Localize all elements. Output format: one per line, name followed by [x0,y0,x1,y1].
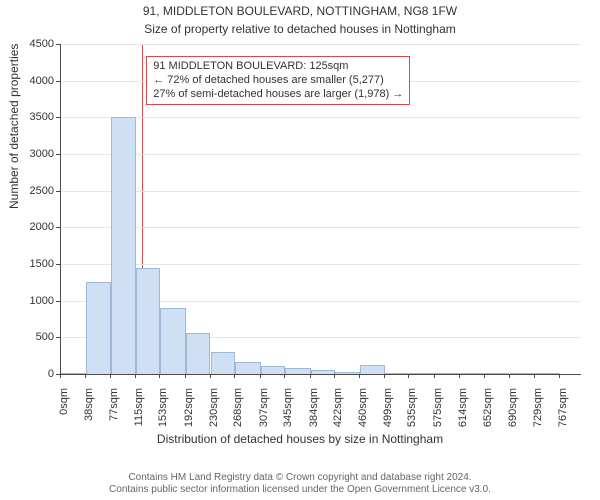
histogram-bar [335,372,360,374]
x-tick-label: 153sqm [157,388,169,427]
histogram-bar [510,373,535,374]
x-tick-mark [60,374,61,378]
chart-title-line2: Size of property relative to detached ho… [0,22,600,36]
histogram-bar [136,268,161,374]
info-box-line2: ← 72% of detached houses are smaller (5,… [153,74,403,88]
plot-area: 91 MIDDLETON BOULEVARD: 125sqm ← 72% of … [60,44,581,375]
y-tick-mark [56,337,60,338]
x-tick-mark [310,374,311,378]
gridline [61,264,581,265]
y-tick-mark [56,301,60,302]
histogram-bar [86,282,111,374]
histogram-bar [261,366,286,374]
y-tick-label: 1000 [4,295,54,307]
histogram-bar [285,368,310,374]
x-tick-label: 614sqm [457,388,469,427]
x-tick-mark [408,374,409,378]
info-box-line3: 27% of semi-detached houses are larger (… [153,88,403,102]
gridline [61,191,581,192]
x-tick-mark [384,374,385,378]
footer-line1: Contains HM Land Registry data © Crown c… [0,472,600,484]
x-tick-label: 230sqm [208,388,220,427]
x-tick-label: 767sqm [557,388,569,427]
x-tick-mark [559,374,560,378]
x-tick-label: 77sqm [108,388,120,421]
y-tick-label: 1500 [4,258,54,270]
y-tick-mark [56,154,60,155]
histogram-bar [385,373,408,374]
y-tick-label: 2000 [4,221,54,233]
y-tick-mark [56,81,60,82]
x-tick-mark [434,374,435,378]
footer-line2: Contains public sector information licen… [0,484,600,496]
gridline [61,44,581,45]
x-tick-mark [135,374,136,378]
x-tick-label: 422sqm [332,388,344,427]
x-tick-mark [459,374,460,378]
y-tick-mark [56,117,60,118]
histogram-bar [409,373,435,374]
y-tick-label: 4500 [4,38,54,50]
histogram-bar [111,117,136,374]
histogram-bar [61,373,86,374]
x-tick-mark [534,374,535,378]
histogram-bar [160,308,185,374]
y-tick-mark [56,44,60,45]
x-axis-label: Distribution of detached houses by size … [0,432,600,446]
histogram-bar [186,333,211,374]
x-tick-label: 38sqm [83,388,95,421]
x-tick-label: 535sqm [406,388,418,427]
y-tick-label: 500 [4,331,54,343]
x-tick-mark [509,374,510,378]
x-tick-mark [284,374,285,378]
gridline [61,227,581,228]
x-tick-mark [85,374,86,378]
info-box: 91 MIDDLETON BOULEVARD: 125sqm ← 72% of … [146,56,410,105]
x-tick-label: 384sqm [308,388,320,427]
x-tick-mark [210,374,211,378]
histogram-bar [211,352,236,374]
x-tick-label: 345sqm [282,388,294,427]
x-tick-label: 307sqm [258,388,270,427]
x-tick-label: 499sqm [382,388,394,427]
x-tick-label: 575sqm [432,388,444,427]
x-tick-mark [484,374,485,378]
y-tick-mark [56,191,60,192]
info-box-line1: 91 MIDDLETON BOULEVARD: 125sqm [153,60,403,74]
histogram-bar [460,373,485,374]
histogram-bar [435,373,460,374]
gridline [61,154,581,155]
x-tick-mark [159,374,160,378]
histogram-bar [235,362,260,374]
y-tick-label: 0 [4,368,54,380]
y-tick-label: 3500 [4,111,54,123]
x-tick-mark [234,374,235,378]
histogram-bar [311,370,336,374]
y-tick-mark [56,264,60,265]
y-tick-mark [56,227,60,228]
x-tick-label: 0sqm [58,388,70,415]
chart-title-line1: 91, MIDDLETON BOULEVARD, NOTTINGHAM, NG8… [0,4,600,18]
gridline [61,117,581,118]
x-tick-label: 268sqm [232,388,244,427]
y-tick-label: 4000 [4,75,54,87]
histogram-bar [535,373,560,374]
x-tick-label: 729sqm [532,388,544,427]
x-tick-mark [359,374,360,378]
x-tick-mark [260,374,261,378]
y-tick-label: 3000 [4,148,54,160]
x-tick-mark [110,374,111,378]
y-tick-label: 2500 [4,185,54,197]
x-tick-label: 115sqm [133,388,145,426]
x-tick-label: 652sqm [482,388,494,427]
property-size-chart: 91, MIDDLETON BOULEVARD, NOTTINGHAM, NG8… [0,0,600,500]
x-tick-label: 690sqm [507,388,519,427]
x-tick-label: 460sqm [357,388,369,427]
x-tick-mark [185,374,186,378]
histogram-bar [485,373,510,374]
chart-footer: Contains HM Land Registry data © Crown c… [0,472,600,496]
x-tick-mark [334,374,335,378]
x-tick-label: 192sqm [183,388,195,427]
histogram-bar [360,365,385,374]
